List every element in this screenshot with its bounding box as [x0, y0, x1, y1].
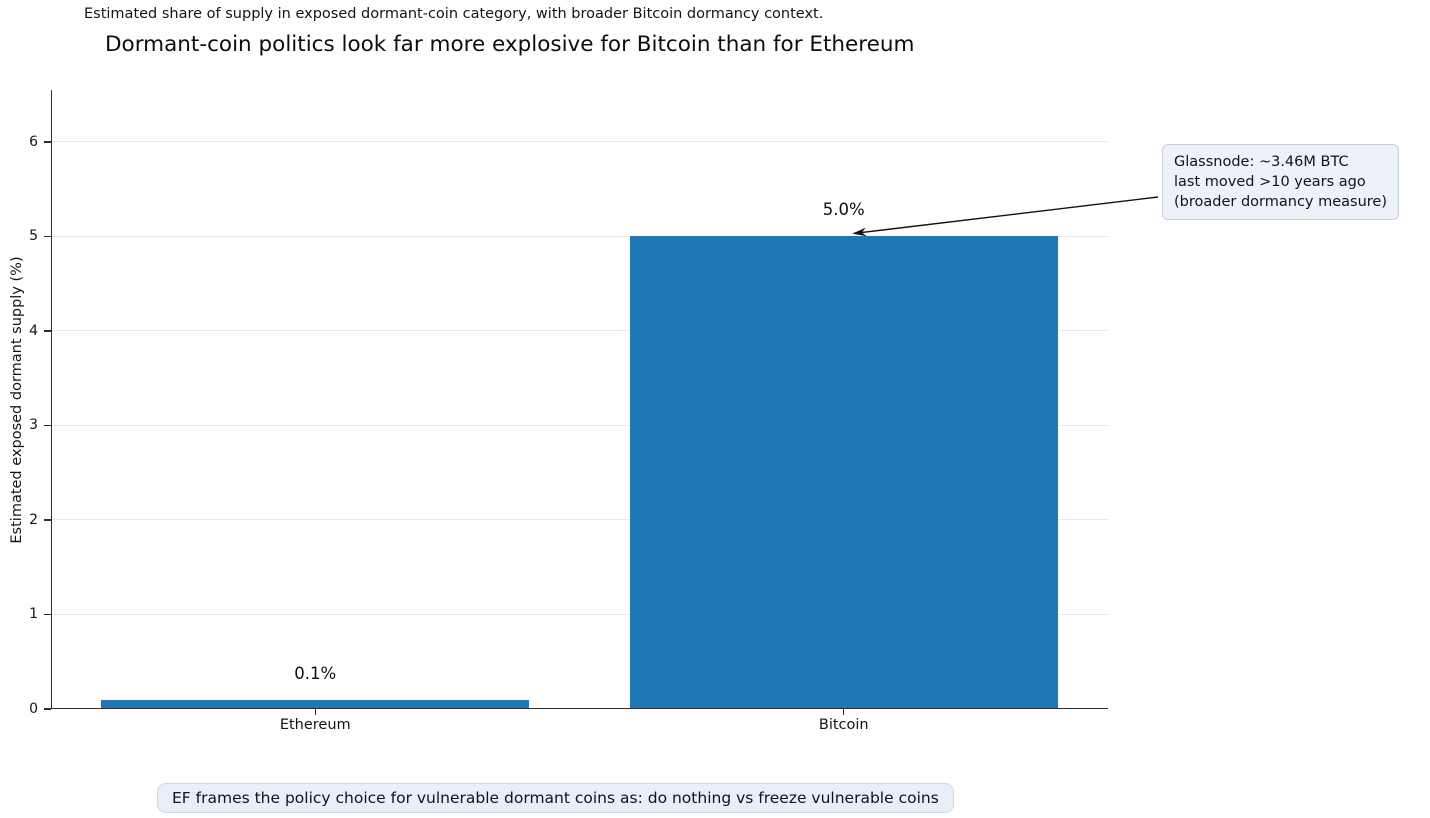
y-tick-mark — [44, 141, 51, 143]
y-tick-label: 1 — [29, 606, 38, 623]
bar-value-label: 0.1% — [294, 663, 337, 683]
y-tick-mark — [44, 613, 51, 616]
gridline — [52, 519, 1108, 521]
y-tick-label: 4 — [29, 322, 38, 339]
chart-title: Dormant-coin politics look far more expl… — [105, 32, 915, 57]
y-tick-mark — [44, 330, 51, 332]
gridline — [52, 330, 1108, 332]
annotation-line: (broader dormancy measure) — [1174, 194, 1387, 210]
caption-box: EF frames the policy choice for vulnerab… — [157, 783, 954, 813]
annotation-line: Glassnode: ~3.46M BTC — [1174, 154, 1349, 170]
y-tick-label: 0 — [29, 701, 38, 717]
gridline — [52, 424, 1108, 426]
y-tick-label: 2 — [29, 511, 38, 528]
y-tick-mark — [44, 424, 51, 427]
y-tick-label: 5 — [29, 228, 38, 245]
chart-subtitle: Estimated share of supply in exposed dor… — [84, 6, 824, 22]
y-tick-mark — [44, 235, 51, 238]
gridline — [52, 613, 1108, 615]
caption-text: EF frames the policy choice for vulnerab… — [172, 789, 939, 807]
annotation-box: Glassnode: ~3.46M BTC last moved >10 year… — [1162, 144, 1399, 220]
y-axis-label: Estimated exposed dormant supply (%) — [9, 256, 25, 544]
x-tick-label-ethereum: Ethereum — [279, 717, 351, 733]
annotation-line: last moved >10 years ago — [1174, 174, 1366, 190]
y-tick-label: 3 — [29, 417, 38, 434]
x-tick-mark — [314, 709, 316, 715]
y-tick-label: 6 — [29, 133, 38, 150]
x-tick-mark — [843, 709, 845, 715]
bar-ethereum — [101, 699, 530, 708]
y-tick-mark — [44, 519, 51, 521]
gridline — [52, 235, 1108, 237]
gridline — [52, 141, 1108, 143]
bar-value-label: 5.0% — [822, 200, 865, 220]
y-tick-mark — [44, 708, 51, 710]
plot-area — [51, 90, 1108, 709]
x-tick-label-bitcoin: Bitcoin — [818, 717, 869, 733]
bar-bitcoin — [629, 236, 1058, 708]
